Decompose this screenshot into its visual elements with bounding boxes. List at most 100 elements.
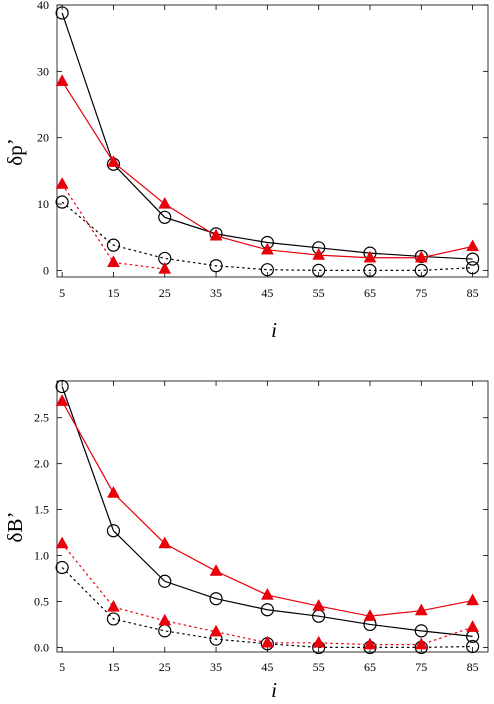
data-point-triangle [209, 624, 223, 637]
x-tick-label: 75 [415, 286, 427, 300]
data-point-triangle [312, 598, 326, 611]
x-tick-label: 15 [107, 286, 119, 300]
series-4 [55, 536, 480, 650]
x-axis-title: i [271, 678, 277, 702]
x-tick-label: 35 [210, 660, 222, 674]
y-axis-title: δB’ [3, 512, 27, 543]
y-tick-label: 2.5 [34, 411, 49, 425]
data-point-circle [55, 379, 69, 394]
series-line [61, 543, 473, 646]
data-point-triangle [209, 564, 223, 576]
data-point-triangle [158, 196, 172, 209]
x-tick-label: 15 [107, 660, 119, 674]
data-point-triangle [363, 637, 377, 650]
series-line [61, 386, 473, 637]
series-line [61, 567, 473, 649]
series-line [61, 400, 473, 617]
data-point-triangle [466, 620, 480, 632]
series-2 [55, 74, 480, 263]
y-tick-label: 20 [37, 131, 49, 145]
data-point-circle [466, 639, 480, 654]
chart-panel-1: 5 15 25 35 45 55 65 75 85 0 10 20 30 40 i δp’ [3, 0, 489, 342]
data-point-triangle [414, 637, 428, 650]
series-line [61, 80, 473, 259]
data-point-triangle [55, 394, 69, 406]
data-point-circle [106, 612, 121, 626]
chart-panel-2: 5 15 25 35 45 55 65 75 85 0.0 0.5 1.0 1.5 2.0 2.5 i δB’ [3, 379, 489, 702]
x-tick-label: 5 [59, 660, 65, 674]
x-tick-label: 55 [313, 286, 325, 300]
data-point-circle [466, 261, 480, 275]
data-point-circle [312, 263, 326, 277]
series-2 [55, 394, 480, 621]
series-1 [55, 379, 480, 643]
data-point-circle [209, 592, 223, 606]
series-line [61, 12, 473, 260]
data-point-triangle [260, 635, 274, 648]
x-tick-label: 75 [415, 660, 427, 674]
data-point-triangle [107, 255, 120, 268]
data-point-triangle [55, 536, 69, 549]
data-point-circle [106, 238, 121, 252]
data-point-triangle [55, 74, 69, 86]
y-tick-label: 0 [43, 263, 49, 277]
x-tick-label: 35 [210, 286, 222, 300]
data-point-triangle [209, 228, 223, 241]
y-tick-label: 30 [37, 64, 49, 78]
data-point-circle [55, 560, 69, 575]
data-point-triangle [107, 485, 120, 498]
data-point-triangle [466, 593, 480, 606]
plot-frame [56, 4, 489, 278]
x-tick-label: 5 [59, 286, 65, 300]
x-tick-label: 45 [261, 660, 273, 674]
x-axis-title: i [271, 318, 277, 342]
data-point-circle [106, 524, 121, 538]
data-point-triangle [260, 587, 274, 600]
data-point-triangle [312, 247, 326, 260]
data-point-triangle [55, 176, 69, 189]
data-point-triangle [363, 250, 377, 263]
x-tick-label: 65 [364, 286, 376, 300]
x-tick-label: 85 [467, 660, 479, 674]
x-tick-label: 85 [467, 286, 479, 300]
series-4 [55, 176, 172, 274]
data-point-circle [158, 624, 172, 638]
data-point-circle [55, 195, 69, 209]
y-tick-label: 0.5 [34, 594, 49, 608]
data-point-circle [158, 210, 172, 224]
x-tick-label: 25 [159, 286, 171, 300]
series-1 [55, 6, 480, 266]
data-point-circle [260, 263, 274, 277]
y-tick-label: 2.0 [34, 457, 49, 471]
y-axis-title: δp’ [3, 138, 27, 165]
x-tick-label: 45 [261, 286, 273, 300]
y-tick-label: 1.0 [34, 549, 49, 563]
data-point-triangle [107, 155, 120, 167]
data-point-triangle [414, 603, 428, 616]
data-point-circle [414, 624, 428, 638]
series-line [61, 201, 473, 271]
data-point-circle [158, 574, 172, 588]
data-point-circle [260, 603, 274, 617]
data-point-triangle [312, 635, 326, 648]
plot-frame [56, 380, 489, 653]
y-tick-label: 0.0 [34, 640, 49, 654]
data-point-triangle [158, 536, 172, 549]
data-point-circle [363, 263, 377, 277]
data-point-circle [209, 259, 223, 273]
y-tick-label: 40 [37, 0, 49, 12]
y-tick-label: 1.5 [34, 503, 49, 517]
x-tick-label: 65 [364, 660, 376, 674]
x-tick-label: 55 [313, 660, 325, 674]
data-point-circle [466, 252, 480, 266]
data-point-triangle [260, 242, 274, 255]
data-point-triangle [158, 613, 172, 626]
data-point-triangle [107, 599, 120, 612]
data-point-triangle [414, 250, 428, 263]
data-point-triangle [466, 239, 480, 252]
data-point-circle [55, 6, 69, 20]
data-point-circle [414, 263, 428, 277]
data-point-triangle [363, 609, 377, 621]
y-tick-label: 10 [37, 197, 49, 211]
